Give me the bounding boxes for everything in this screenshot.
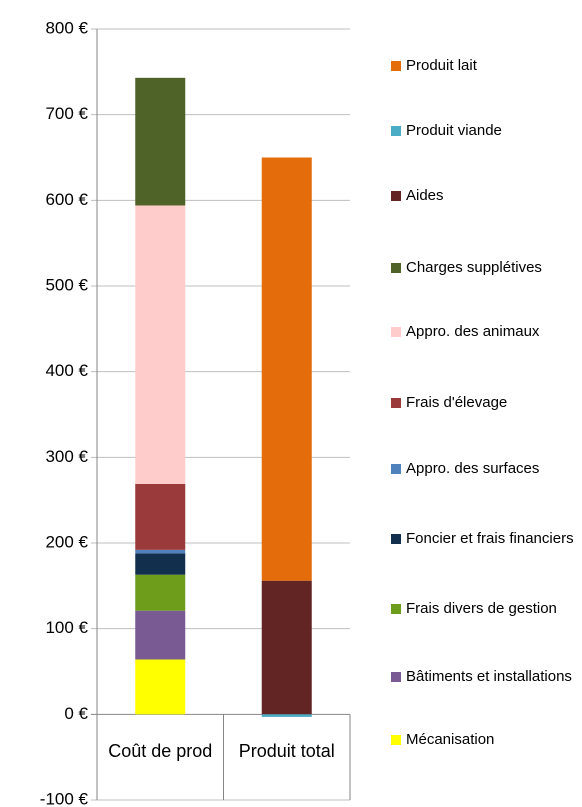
legend-label: Appro. des animaux [406, 323, 540, 340]
legend-swatch [391, 464, 401, 474]
legend-label: Produit lait [406, 57, 477, 74]
legend-swatch [391, 191, 401, 201]
legend-swatch [391, 735, 401, 745]
bar-segment [135, 610, 186, 660]
legend-swatch [391, 263, 401, 273]
x-tick-label: Coût de prod [108, 741, 213, 762]
bar-segment [135, 77, 186, 206]
bar-segment [135, 483, 186, 550]
y-tick-label: -100 € [40, 789, 89, 807]
y-tick-label: 0 € [64, 704, 88, 723]
legend-label: Frais divers de gestion [406, 600, 557, 617]
y-tick-label: 400 € [45, 361, 88, 380]
y-tick-label: 200 € [45, 532, 88, 551]
bar-segment [135, 553, 186, 575]
legend-swatch [391, 672, 401, 682]
bar-segment [261, 580, 312, 715]
y-tick-label: 600 € [45, 190, 88, 209]
y-tick-label: 100 € [45, 618, 88, 637]
x-tick-label: Produit total [238, 741, 335, 762]
legend-swatch [391, 61, 401, 71]
legend-swatch [391, 398, 401, 408]
legend-swatch [391, 327, 401, 337]
legend-label: Appro. des surfaces [406, 460, 540, 477]
legend-label: Mécanisation [406, 731, 495, 748]
legend-swatch [391, 126, 401, 136]
bar-segment [261, 714, 312, 717]
legend-swatch [391, 604, 401, 614]
bar-segment [135, 205, 186, 484]
bar-segment [135, 659, 186, 715]
legend-label: Bâtiments et installations [406, 668, 572, 685]
y-tick-label: 700 € [45, 104, 88, 123]
legend-swatch [391, 534, 401, 544]
y-tick-label: 500 € [45, 275, 88, 294]
legend-label: Aides [406, 187, 444, 204]
bar-segment [135, 549, 186, 554]
bar-segment [261, 157, 312, 581]
bar-segment [135, 574, 186, 611]
legend-label: Frais d'élevage [406, 394, 508, 411]
legend-label: Charges supplétives [406, 259, 542, 276]
legend-label: Foncier et frais financiers [406, 530, 574, 547]
legend-label: Produit viande [406, 122, 502, 139]
y-tick-label: 800 € [45, 18, 88, 37]
y-tick-label: 300 € [45, 447, 88, 466]
